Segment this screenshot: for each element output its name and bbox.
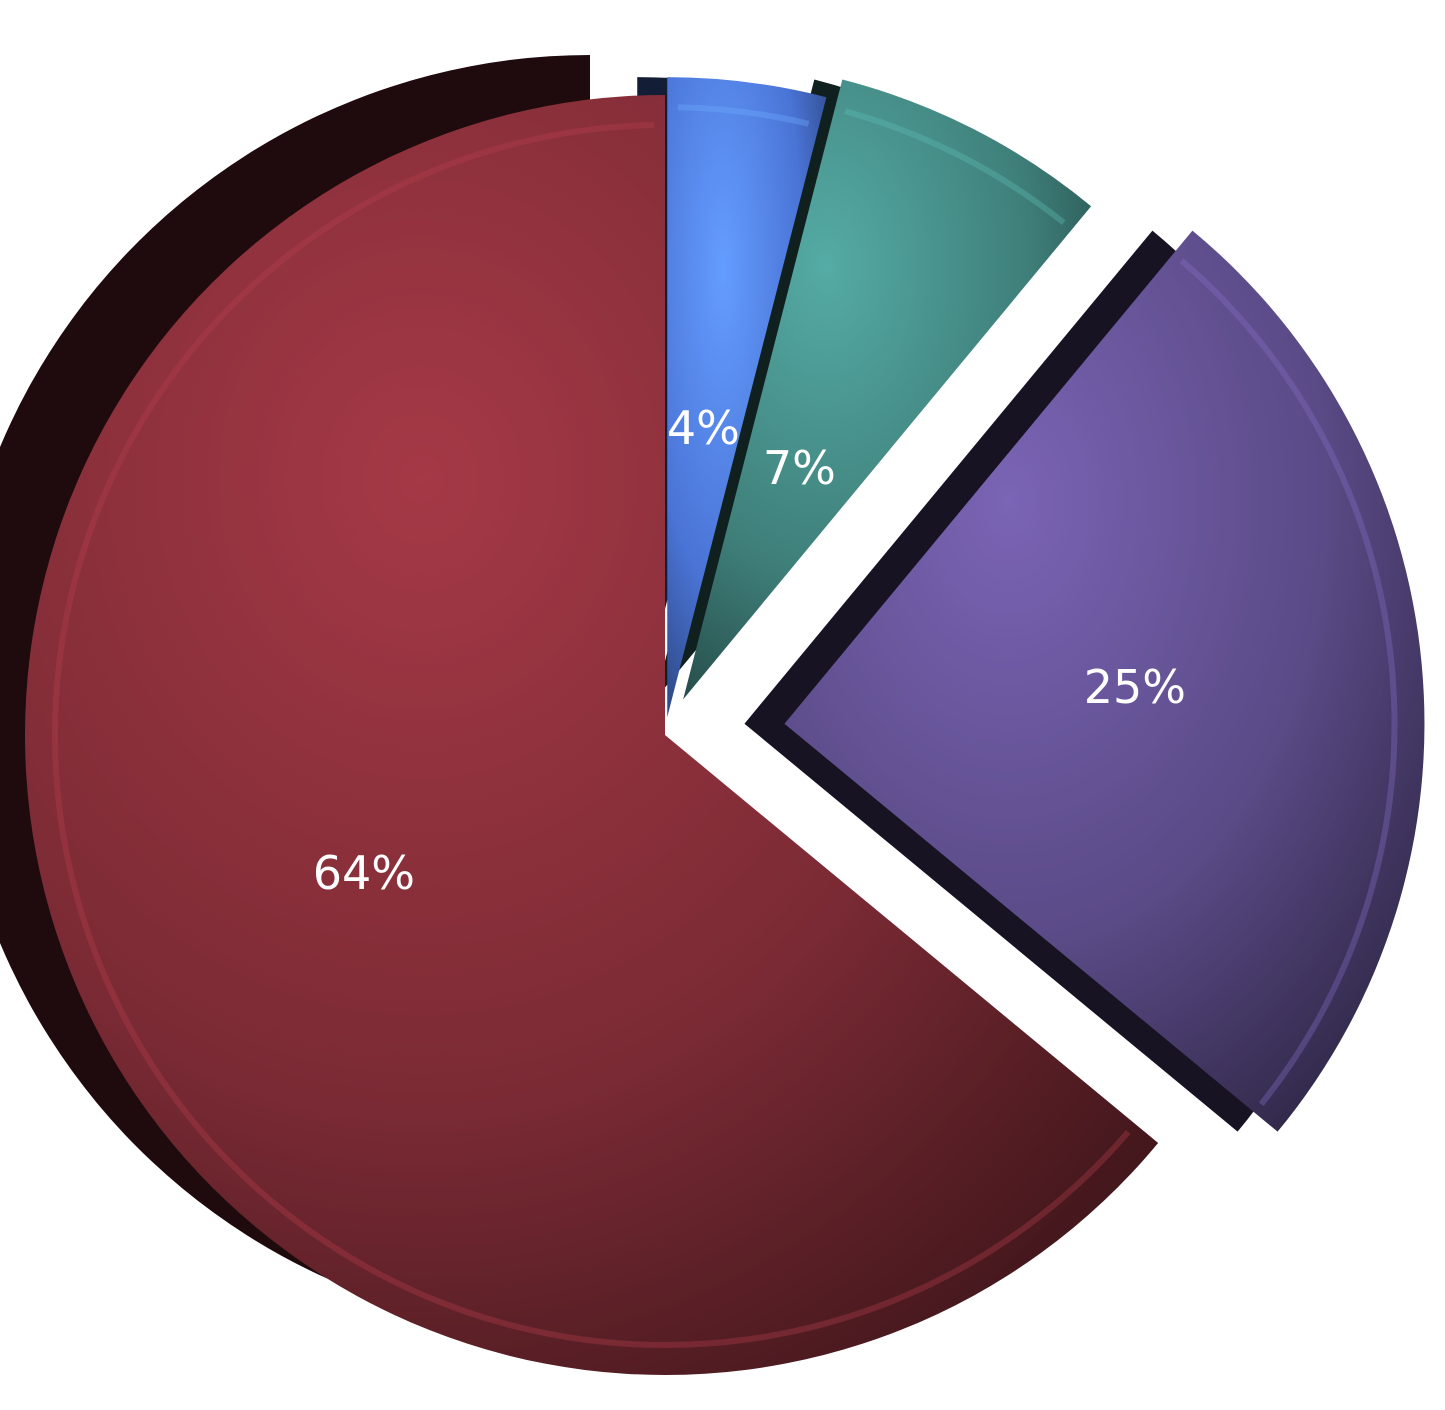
pie-slice-label: 7% <box>763 441 836 495</box>
pie-slice-rim <box>844 108 1066 225</box>
pie-slice <box>784 230 1425 1132</box>
pie-slice-rim <box>1179 258 1398 1107</box>
pie-slice <box>667 77 827 718</box>
pie-slice-rim <box>52 122 1131 1348</box>
pie-label-layer: 4% 7% 25% 64% <box>313 401 1186 900</box>
pie-slice-layer <box>24 77 1425 1375</box>
pie-slice <box>24 95 1159 1375</box>
pie-slice-label: 4% <box>667 401 740 455</box>
pie-slice-rim <box>677 104 810 127</box>
pie-slice <box>683 79 1092 700</box>
pie-slice-label: 25% <box>1084 660 1186 714</box>
pie-slice-label: 64% <box>313 846 415 900</box>
